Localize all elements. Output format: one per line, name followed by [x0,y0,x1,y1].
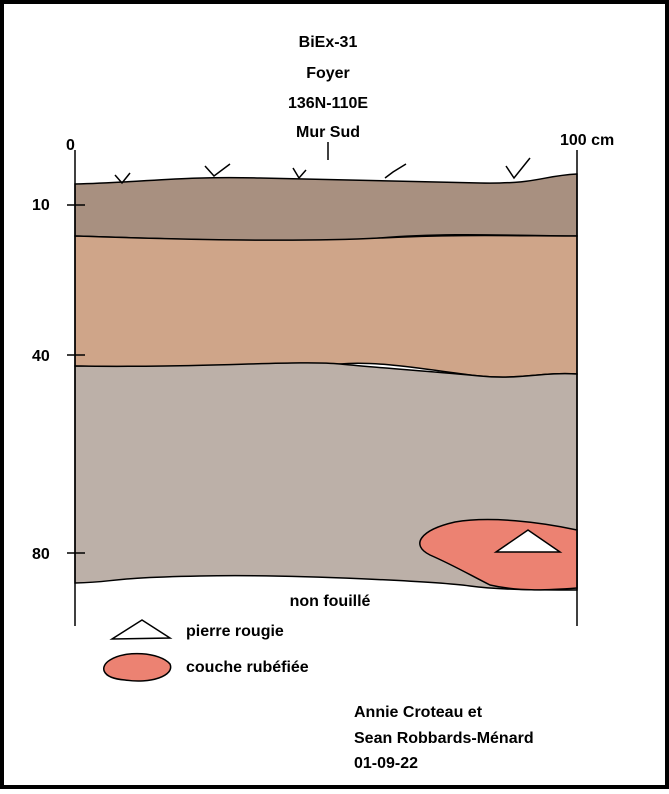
credit-date: 01-09-22 [354,755,418,772]
depth-label: 40 [32,348,50,365]
profile-drawing: BiEx-31 Foyer 136N-110E Mur Sud 0 100 cm… [0,0,669,789]
scale-start: 0 [66,137,75,154]
depth-label: 80 [32,546,50,563]
depth-label: 10 [32,197,50,214]
credit: Sean Robbards-Ménard [354,730,534,747]
unit: 136N-110E [288,95,368,112]
layer-humus [75,174,577,241]
credit: Annie Croteau et [354,704,483,721]
legend-layer-icon [104,654,171,681]
site-code: BiEx-31 [299,34,358,51]
feature: Foyer [306,65,350,82]
wall: Mur Sud [296,124,360,141]
legend-label: couche rubéfiée [186,659,309,676]
layer-sand [75,236,577,378]
legend-label: pierre rougie [186,623,284,640]
scale-end: 100 cm [560,132,614,149]
unexcavated-label: non fouillé [290,593,371,610]
